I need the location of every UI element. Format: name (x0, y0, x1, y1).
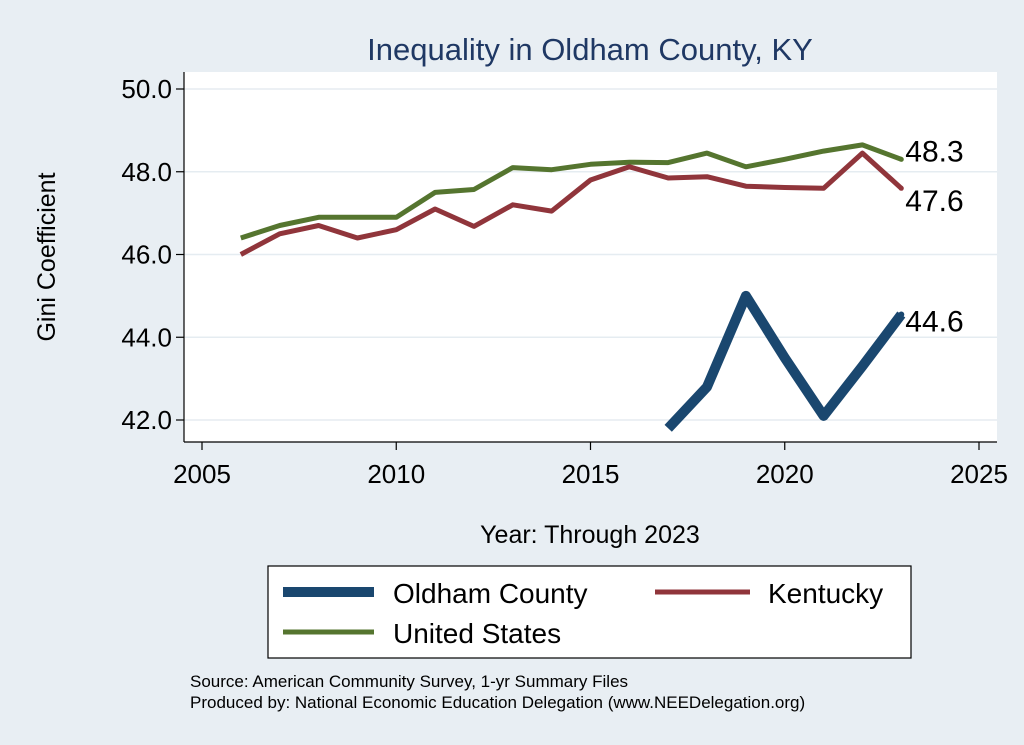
x-tick-label: 2015 (562, 459, 620, 489)
y-tick-label: 44.0 (121, 322, 172, 352)
y-tick-label: 46.0 (121, 240, 172, 270)
y-axis-label: Gini Coefficient (33, 172, 61, 341)
y-tick-label: 50.0 (121, 74, 172, 104)
legend-label-united-states: United States (393, 618, 561, 649)
series-line-united-states (240, 142, 903, 241)
series-endpoint-kentucky (898, 185, 904, 191)
series-endpoint-united-states (898, 156, 904, 162)
chart-title: Inequality in Oldham County, KY (367, 32, 813, 67)
x-tick-label: 2025 (950, 459, 1008, 489)
legend-label-oldham-county: Oldham County (393, 578, 588, 609)
legend-label-kentucky: Kentucky (768, 578, 883, 609)
x-axis-label: Year: Through 2023 (480, 521, 700, 549)
source-note: Source: American Community Survey, 1-yr … (190, 672, 628, 691)
end-value-label-oldham-county: 44.6 (905, 305, 963, 338)
series-layer: 48.3 47.6 44.6 (239, 135, 964, 432)
legend-box (267, 565, 912, 659)
gridlines (184, 88, 997, 421)
y-tick-label: 48.0 (121, 157, 172, 187)
series-line-oldham-county (664, 290, 906, 432)
end-value-label-united-states: 48.3 (905, 135, 963, 168)
end-value-label-kentucky: 47.6 (905, 185, 963, 218)
y-tick-label: 42.0 (121, 405, 172, 435)
legend: Oldham County Kentucky United States (267, 565, 912, 659)
x-tick-label: 2010 (367, 459, 425, 489)
series-line-kentucky (239, 150, 903, 257)
plot-area (184, 72, 997, 442)
x-tick-label: 2020 (756, 459, 814, 489)
x-tick-label: 2005 (173, 459, 231, 489)
series-endpoint-oldham-county (898, 311, 905, 318)
producer-note: Produced by: National Economic Education… (190, 693, 805, 712)
x-axis-ticks: 2005 2010 2015 2020 2025 (173, 442, 1008, 489)
y-axis-ticks: 42.0 44.0 46.0 48.0 50.0 (121, 74, 184, 435)
